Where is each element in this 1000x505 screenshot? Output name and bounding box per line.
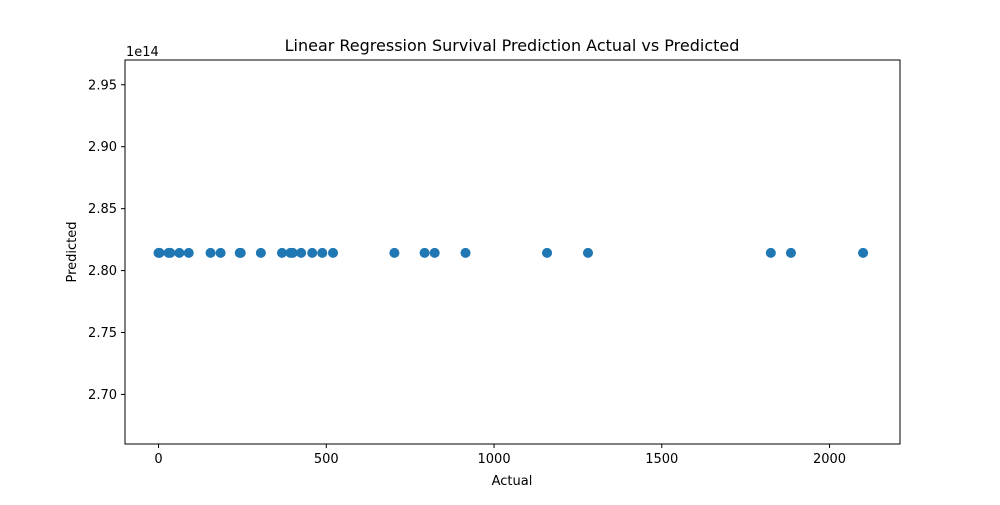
- scatter-point: [858, 247, 869, 258]
- scatter-point: [307, 247, 318, 258]
- y-tick-label: 2.70: [88, 388, 117, 403]
- chart-title: Linear Regression Survival Prediction Ac…: [285, 36, 740, 55]
- scatter-point: [582, 247, 593, 258]
- y-tick-label: 2.80: [88, 264, 117, 279]
- scatter-point: [287, 247, 298, 258]
- x-tick-label: 500: [314, 452, 339, 467]
- scatter-point: [389, 247, 400, 258]
- y-tick-label: 2.75: [88, 326, 117, 341]
- scatter-point: [419, 247, 430, 258]
- x-tick-label: 1000: [478, 452, 511, 467]
- scatter-point: [183, 247, 194, 258]
- y-axis-ticks: 2.70 2.75 2.80 2.85 2.90 2.95: [88, 78, 125, 403]
- scatter-point: [165, 247, 176, 258]
- scatter-point: [296, 247, 307, 258]
- scatter-point: [205, 247, 216, 258]
- scatter-point: [277, 247, 288, 258]
- scatter-point: [154, 247, 165, 258]
- x-tick-label: 0: [154, 452, 162, 467]
- scatter-point: [328, 247, 339, 258]
- x-axis-label: Actual: [492, 474, 533, 489]
- scatter-point: [542, 247, 553, 258]
- x-tick-label: 1500: [645, 452, 678, 467]
- scatter-point: [460, 247, 471, 258]
- y-axis-label: Predicted: [65, 221, 80, 282]
- scatter-point: [255, 247, 266, 258]
- scatter-point: [215, 247, 226, 258]
- scatter-point: [174, 247, 185, 258]
- y-tick-label: 2.85: [88, 202, 117, 217]
- scatter-point: [429, 247, 440, 258]
- y-tick-label: 2.95: [88, 78, 117, 93]
- plot-area-frame: [124, 59, 901, 445]
- scatter-point: [785, 247, 796, 258]
- scatter-point: [765, 247, 776, 258]
- y-tick-label: 2.90: [88, 140, 117, 155]
- y-offset-label: 1e14: [126, 45, 159, 60]
- scatter-point: [317, 247, 328, 258]
- x-tick-label: 2000: [813, 452, 846, 467]
- x-axis-ticks: 0 500 1000 1500 2000: [154, 444, 846, 467]
- scatter-point: [235, 247, 246, 258]
- data-points: [153, 247, 869, 258]
